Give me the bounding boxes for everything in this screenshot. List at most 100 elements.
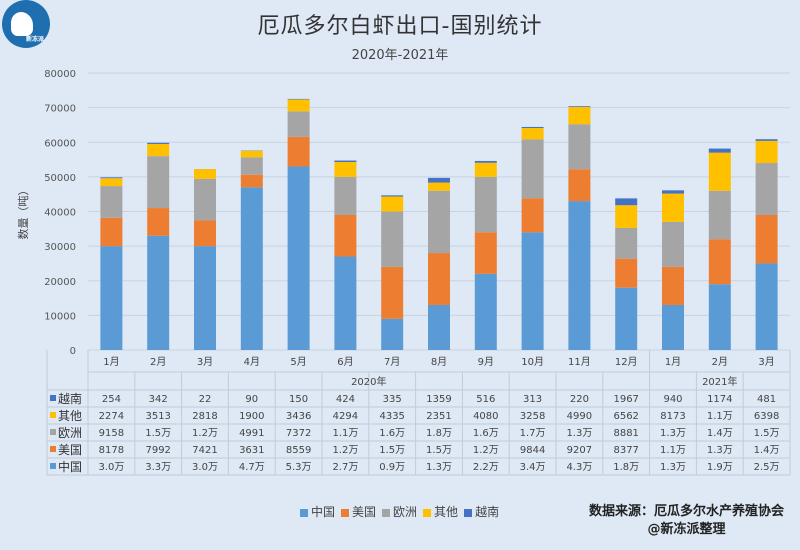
bar-越南 — [568, 106, 591, 107]
bar-中国 — [334, 256, 357, 350]
y-tick-label: 30000 — [44, 242, 76, 253]
table-cell: 8881 — [613, 428, 638, 439]
table-cell: 0.9万 — [379, 462, 405, 473]
row-label: 越南 — [58, 391, 82, 406]
year-label: 2021年 — [702, 375, 737, 388]
table-cell: 4.7万 — [239, 462, 265, 473]
legend-swatch — [341, 508, 350, 517]
table-cell: 3.4万 — [520, 462, 546, 473]
bar-欧洲 — [194, 178, 216, 221]
bar-越南 — [662, 190, 684, 194]
bar-越南 — [615, 198, 638, 206]
legend-label: 欧洲 — [393, 505, 418, 519]
bar-中国 — [194, 246, 216, 350]
month-label: 10月 — [521, 356, 544, 368]
table-cell: 481 — [757, 394, 776, 405]
table-cell: 8559 — [286, 445, 311, 456]
legend-item: 欧洲 — [382, 503, 417, 520]
table-cell: 1.2万 — [332, 445, 358, 456]
bar-欧洲 — [287, 111, 310, 137]
bar-中国 — [428, 304, 450, 350]
y-tick-label: 40000 — [44, 208, 76, 219]
bar-欧洲 — [334, 176, 357, 215]
table-cell: 3631 — [239, 445, 264, 456]
table-cell: 1.5万 — [145, 428, 171, 439]
table-cell: 2274 — [99, 411, 124, 422]
data-source: 数据来源：厄瓜多尔水产养殖协会 @新冻派整理 — [589, 503, 784, 539]
legend-swatch — [382, 508, 391, 517]
table-cell: 1.6万 — [473, 428, 499, 439]
y-tick-label: 70000 — [44, 104, 76, 115]
table-cell: 1.1万 — [707, 411, 733, 422]
table-cell: 1.5万 — [426, 445, 452, 456]
table-cell: 3.0万 — [98, 462, 124, 473]
bar-美国 — [474, 232, 497, 274]
legend-key-越南 — [50, 395, 56, 401]
table-cell: 1.5万 — [379, 445, 405, 456]
table-cell: 3258 — [520, 411, 545, 422]
bar-美国 — [708, 239, 731, 285]
bar-欧洲 — [521, 139, 544, 199]
month-label: 6月 — [337, 356, 353, 368]
bar-中国 — [708, 284, 731, 350]
table-cell: 6562 — [613, 411, 638, 422]
bar-欧洲 — [381, 211, 404, 267]
table-cell: 1.2万 — [192, 428, 218, 439]
bar-中国 — [755, 263, 778, 350]
bar-中国 — [287, 166, 310, 350]
bar-美国 — [521, 198, 544, 233]
table-cell: 2.7万 — [332, 462, 358, 473]
table-cell: 1.3万 — [660, 462, 686, 473]
bar-越南 — [287, 98, 310, 100]
row-label: 其他 — [58, 409, 82, 423]
bar-越南 — [474, 160, 497, 163]
legend-key-欧洲 — [50, 429, 56, 435]
bar-欧洲 — [662, 221, 684, 267]
bar-其他 — [428, 182, 450, 191]
bar-其他 — [100, 178, 123, 187]
bar-其他 — [147, 143, 170, 157]
bar-越南 — [708, 148, 731, 153]
table-cell: 9207 — [567, 445, 592, 456]
row-label: 中国 — [58, 459, 82, 474]
y-tick-label: 50000 — [44, 173, 76, 184]
table-cell: 220 — [570, 394, 589, 405]
bar-其他 — [334, 162, 357, 177]
bar-欧洲 — [428, 190, 450, 254]
table-cell: 3436 — [286, 411, 311, 422]
bar-美国 — [428, 253, 450, 305]
table-cell: 1.8万 — [426, 428, 452, 439]
month-label: 1月 — [665, 356, 681, 368]
table-cell: 1.3万 — [707, 445, 733, 456]
table-cell: 1.1万 — [332, 428, 358, 439]
table-cell: 1.7万 — [520, 428, 546, 439]
month-label: 4月 — [244, 356, 260, 368]
month-label: 9月 — [478, 356, 494, 368]
table-cell: 8178 — [99, 445, 124, 456]
bar-越南 — [521, 126, 544, 129]
bar-其他 — [240, 150, 263, 158]
table-cell: 1.9万 — [707, 462, 733, 473]
legend-swatch — [464, 508, 473, 517]
month-label: 2月 — [712, 356, 728, 368]
table-cell: 313 — [523, 394, 542, 405]
table-cell: 7372 — [286, 428, 311, 439]
bar-其他 — [521, 128, 544, 140]
bar-美国 — [100, 217, 123, 247]
month-label: 5月 — [290, 356, 306, 368]
bar-中国 — [662, 304, 684, 350]
table-cell: 2.2万 — [473, 462, 499, 473]
table-cell: 6398 — [754, 411, 779, 422]
bar-美国 — [287, 136, 310, 167]
legend-swatch — [423, 508, 432, 517]
bar-其他 — [708, 152, 731, 191]
legend-label: 越南 — [475, 505, 500, 519]
bar-中国 — [521, 232, 544, 350]
month-label: 3月 — [758, 356, 774, 368]
y-tick-label: 20000 — [44, 277, 76, 288]
bar-其他 — [287, 99, 310, 112]
month-label: 7月 — [384, 356, 400, 368]
table-cell: 150 — [289, 394, 308, 405]
bar-中国 — [100, 246, 123, 350]
chart-title: 厄瓜多尔白虾出口-国别统计 — [257, 14, 543, 39]
